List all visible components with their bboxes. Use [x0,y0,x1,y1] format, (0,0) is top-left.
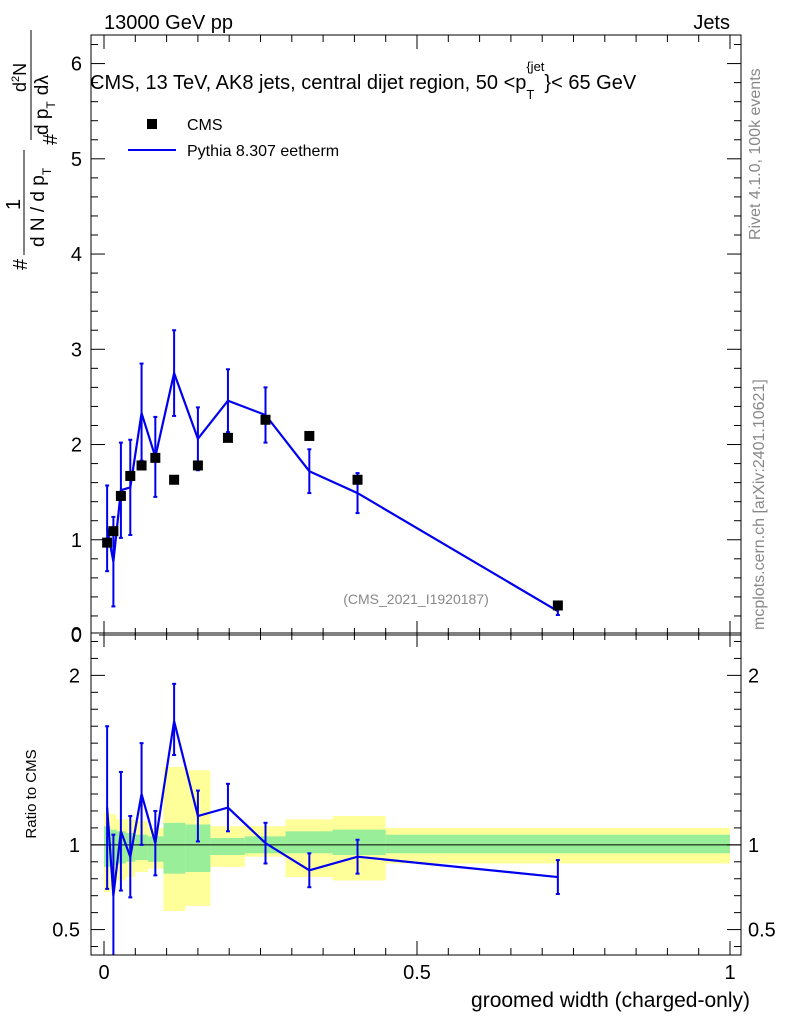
cms-data-point [150,452,161,463]
main-ytick-label: 6 [71,54,82,76]
cms-data-point [136,460,147,471]
title-sup: {jet [526,59,544,74]
cms-data-point [222,432,233,443]
x-axis-label: groomed width (charged-only) [471,989,750,1012]
ratio-ylabel: Ratio to CMS [23,749,40,838]
header-energy-label: 13000 GeV pp [104,12,233,34]
uncertainty-band-green [135,834,148,861]
uncertainty-band-green [163,822,186,874]
uncertainty-band-green [385,834,730,854]
legend-pythia-label: Pythia 8.307 eetherm [187,143,339,160]
cms-data-point [125,470,136,481]
ylabel-num-sup: 2 [10,76,22,82]
cms-data-point [352,474,363,485]
ratio-frame [90,632,742,956]
main-ytick-label: 1 [71,530,82,552]
ylabel-num: d2N [10,63,30,92]
title-rhs: }< 65 GeV [544,72,636,94]
ratio-xtick-label: 1 [724,962,735,984]
ylabel-one: 1 [3,199,25,210]
ratio-ytick-label-right: 2 [748,665,759,687]
ylabel-hash-1: # [10,258,32,270]
ylabel-hash-2: # [40,133,62,145]
uncertainty-band-green [332,829,386,856]
ylabel-den-sub: T [40,167,54,175]
ylabel-den-text: d N / d p [28,175,49,247]
main-title: CMS, 13 TeV, AK8 jets, central dijet reg… [90,59,637,102]
cms-data-point [108,526,119,537]
ylabel-num-n: N [10,63,30,76]
mc-series-line [106,369,559,613]
legend-cms-marker [147,119,157,129]
ylabel-num-d: d [10,82,30,92]
uncertainty-band-green [210,838,245,856]
main-ytick-label: 4 [71,244,82,266]
main-ytick-label: 2 [71,435,82,457]
rivet-side-label: Rivet 4.1.0, 100k events [747,68,764,240]
cms-data-point [552,600,563,611]
main-ylabel: # 1 d N / d pT # d2N d pTdλ [3,30,62,270]
legend: CMS Pythia 8.307 eetherm [128,117,339,160]
ylabel-den2-text: d p [32,109,53,135]
cms-data-point [169,474,180,485]
legend-cms-label: CMS [187,117,223,134]
ratio-ytick-label-right: 1 [748,835,759,857]
ratio-series-line [106,720,558,896]
main-ytick-label: 0 [71,625,82,647]
main-ytick-label: 3 [71,339,82,361]
header-jets-label: Jets [693,12,730,34]
ylabel-dl: dλ [32,75,53,96]
ratio-ytick-label-left: 2 [69,665,80,687]
title-lhs: CMS, 13 TeV, AK8 jets, central dijet reg… [90,72,526,94]
main-ytick-label: 0 [71,624,82,646]
main-ytick-label: 5 [71,149,82,171]
title-sub: T [526,87,534,102]
ylabel-den2: d pTdλ [32,75,58,135]
ratio-content [91,682,741,955]
analysis-watermark: (CMS_2021_I1920187) [343,591,489,607]
cms-data-point [304,430,315,441]
main-zero-mask [79,633,99,643]
main-frame [90,34,742,636]
ratio-xtick-label: 0.5 [403,962,431,984]
uncertainty-band-green [285,831,333,854]
ratio-ytick-label-left: 1 [69,835,80,857]
cms-data-point [260,414,271,425]
cms-data-point [102,537,113,548]
ratio-ytick-label-left: 0.5 [52,920,80,942]
cms-data-point [192,460,203,471]
ratio-panel: 0.5 0.5 1 1 2 2 0 0.5 1 [52,632,776,984]
ratio-xtick-label: 0 [98,962,109,984]
ratio-ytick-label-right: 0.5 [748,920,776,942]
ylabel-den2-sub: T [44,101,58,109]
mcplots-side-label: mcplots.cern.ch [arXiv:2401.10621] [751,379,768,630]
cms-data-point [115,490,126,501]
ylabel-den: d N / d pT [28,167,54,247]
